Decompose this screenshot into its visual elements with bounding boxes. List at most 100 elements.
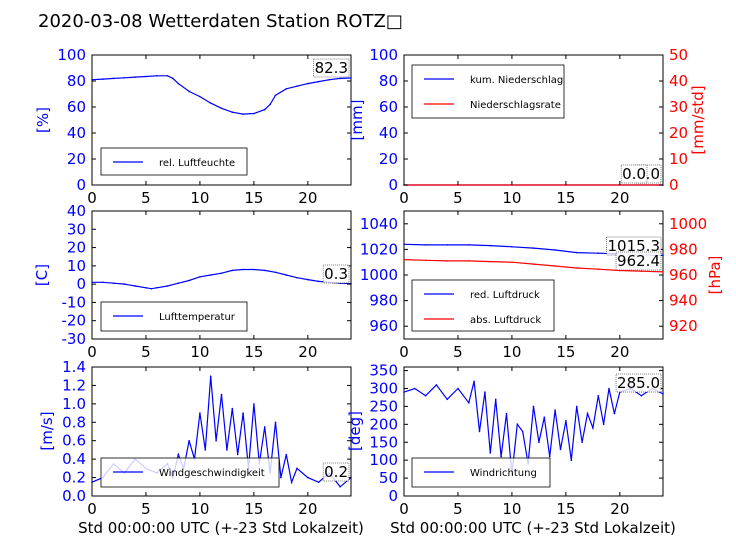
precipitation-legend-label-1: Niederschlagsrate	[470, 100, 561, 111]
winddirection-ytick-label-5: 250	[369, 397, 398, 415]
winddirection-series-0-point-16	[521, 430, 524, 433]
winddirection-xtick-label-4: 20	[610, 500, 629, 518]
temperature-legend-label-0: Lufttemperatur	[159, 312, 236, 323]
pressure-y2tick-label-4: 1000	[669, 215, 707, 233]
windspeed-series-0-point-15	[209, 375, 212, 378]
windspeed-series-0-point-13	[199, 412, 201, 414]
precipitation-y2tick-label-5: 50	[669, 46, 688, 64]
windspeed-xtick-label-2: 10	[190, 500, 209, 518]
temperature-ytick-label-7: 40	[67, 202, 86, 220]
winddirection-ytick-label-1: 50	[379, 469, 398, 487]
windspeed-series-0-point-17	[220, 393, 223, 396]
pressure-y2tick-label-2: 960	[669, 266, 698, 284]
humidity-legend	[100, 147, 248, 176]
precipitation-last-value-box-1	[620, 164, 648, 184]
windspeed-last-value-0: 0.2	[324, 463, 348, 481]
winddirection-series-0-point-2	[424, 394, 427, 397]
winddirection-last-value-box-0	[615, 373, 662, 393]
winddirection-series-0-point-18	[532, 405, 535, 408]
humidity-legend-label-0: rel. Luftfeuchte	[159, 158, 235, 169]
winddirection-series-0-point-26	[575, 405, 578, 408]
temperature-xtick-label-0: 0	[87, 343, 97, 361]
pressure-ytick-label-0: 960	[369, 317, 398, 335]
pressure-last-value-box-1	[615, 251, 662, 271]
precipitation-y2tick-label-3: 30	[669, 98, 688, 116]
precipitation-ytick-label-5: 100	[369, 46, 398, 64]
humidity-series-0-point-13	[220, 107, 223, 110]
humidity-ytick-label-3: 60	[67, 98, 86, 116]
precipitation-xtick-label-3: 15	[556, 189, 575, 207]
temperature-series-0-point-22	[317, 280, 320, 283]
pressure-series-0-point-5	[511, 246, 513, 248]
precipitation-y2-axis-label: [mm/std]	[689, 85, 707, 154]
winddirection-series-0-point-11	[494, 398, 497, 401]
windspeed-ytick-label-3: 0.6	[62, 432, 86, 450]
windspeed-x-axis-label: Std 00:00:00 UTC (+-23 Std Lokalzeit)	[78, 519, 364, 537]
pressure-xtick-label-1: 5	[453, 343, 463, 361]
temperature-y-axis-label: [C]	[33, 264, 51, 286]
temperature-series-0-point-21	[307, 278, 309, 281]
humidity-series-0-point-4	[134, 76, 136, 78]
windspeed-ytick-label-7: 1.4	[62, 358, 86, 376]
precipitation-y2tick-label-4: 40	[669, 72, 688, 90]
winddirection-series-0-point-13	[505, 412, 508, 415]
windspeed-xtick-label-4: 20	[298, 500, 317, 518]
temperature-ytick-label-4: 10	[67, 257, 86, 275]
winddirection-series-0-point-38	[662, 393, 664, 395]
humidity-series-0-point-5	[145, 75, 147, 78]
pressure-series-1-point-8	[575, 267, 578, 269]
pressure-y2-axis-label: [hPa]	[706, 256, 724, 295]
humidity-series-0-point-8	[172, 77, 174, 80]
temperature-ytick-label-1: -20	[62, 312, 87, 330]
windspeed-y-axis-label: [m/s]	[38, 411, 56, 450]
humidity-ytick-label-1: 20	[67, 150, 86, 168]
humidity-series-0-point-25	[339, 77, 342, 80]
pressure-xtick-label-4: 20	[610, 343, 629, 361]
temperature-series-0-point-13	[220, 272, 223, 275]
pressure-y2tick-label-3: 980	[669, 240, 698, 258]
temperature-xtick-label-1: 5	[141, 343, 151, 361]
precipitation-ytick-label-1: 20	[379, 150, 398, 168]
temperature-last-value-0: 0.3	[324, 265, 348, 283]
pressure-series-0-point-1	[424, 244, 427, 246]
temperature-series-0-point-9	[177, 282, 180, 285]
precipitation-xtick-label-4: 20	[610, 189, 629, 207]
precipitation-ytick-label-0: 0	[388, 176, 398, 194]
winddirection-series-0-point-5	[457, 387, 459, 390]
winddirection-series-0-point-7	[473, 380, 475, 383]
winddirection-series-0-point-0	[403, 391, 405, 393]
humidity-ytick-label-2: 40	[67, 124, 86, 142]
winddirection-series-0-point-36	[640, 394, 643, 397]
pressure-y2tick-label-1: 940	[669, 292, 698, 310]
windspeed-series-0-point-18	[226, 449, 228, 451]
pressure-series-1-point-1	[424, 259, 427, 262]
winddirection-series-0-point-20	[543, 416, 546, 419]
pressure-xtick-label-2: 10	[502, 343, 521, 361]
windspeed-xtick-label-3: 15	[244, 500, 263, 518]
temperature-xtick-label-4: 20	[298, 343, 317, 361]
winddirection-series-0-point-3	[435, 384, 438, 386]
windspeed-series-0-point-29	[285, 453, 288, 456]
windspeed-series-0-point-35	[339, 486, 342, 488]
winddirection-series-0-point-6	[468, 402, 470, 404]
windspeed-ytick-label-5: 1.0	[62, 395, 86, 413]
humidity-series-0-point-6	[156, 75, 158, 77]
pressure-series-0-point-12	[662, 254, 664, 257]
pressure-legend-label-1: abs. Luftdruck	[470, 315, 541, 326]
winddirection-series-0-point-12	[500, 455, 502, 458]
temperature-ytick-label-3: 0	[76, 275, 86, 293]
humidity-xtick-label-0: 0	[87, 189, 97, 207]
pressure-series-0-point-8	[575, 251, 578, 254]
windspeed-ytick-label-1: 0.2	[62, 469, 86, 487]
winddirection-xtick-label-2: 10	[502, 500, 521, 518]
temperature-series-0-point-5	[145, 287, 147, 289]
humidity-series-0-point-7	[166, 75, 169, 77]
pressure-series-1-point-12	[662, 271, 664, 273]
humidity-series-0-point-2	[112, 77, 115, 80]
humidity-last-value-0: 82.3	[315, 59, 348, 77]
winddirection-series-0-point-29	[592, 427, 594, 429]
precipitation-ytick-label-2: 40	[379, 124, 398, 142]
pressure-series-1-point-5	[511, 261, 513, 264]
winddirection-xtick-label-1: 5	[453, 500, 463, 518]
windspeed-ytick-label-4: 0.8	[62, 413, 86, 431]
